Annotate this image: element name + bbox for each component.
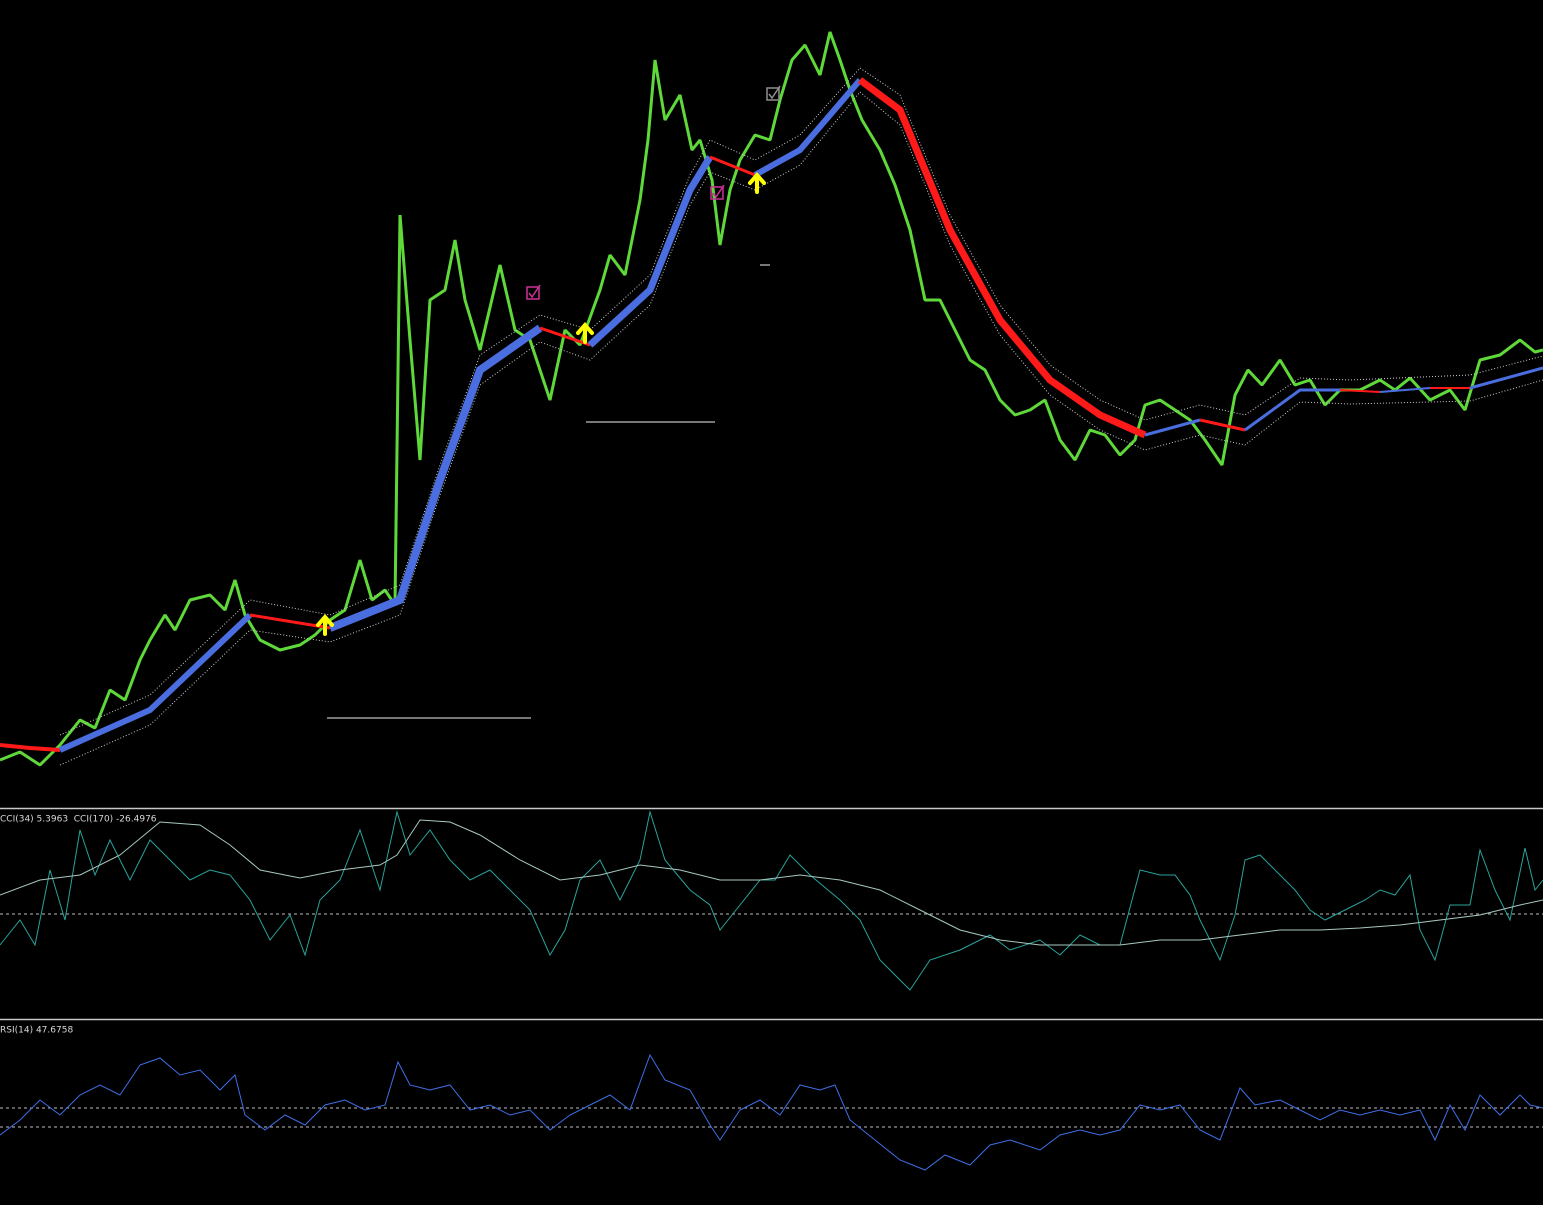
ma-down — [857, 77, 1147, 439]
price-bars — [0, 31, 1543, 767]
ma-up — [1244, 388, 1340, 432]
ma-down — [709, 155, 756, 177]
ma-down — [0, 743, 61, 752]
indicator-label: CCI(34) 5.3963 CCI(170) -26.4976 — [0, 815, 157, 825]
ma-up — [753, 78, 863, 178]
ma-up — [587, 155, 713, 348]
check-icon — [766, 85, 781, 101]
rsi-line — [0, 1053, 1543, 1171]
ma-up — [1144, 418, 1201, 437]
ma-up — [1469, 366, 1543, 390]
rsi-pane: RSI(14) 47.6758 — [0, 1026, 1543, 1171]
check-icon — [526, 284, 541, 300]
buy-arrows — [316, 171, 766, 636]
check-icons — [526, 85, 781, 300]
ma-up — [1379, 387, 1431, 393]
buy-arrow — [576, 321, 594, 344]
cci-pane: CCI(34) 5.3963 CCI(170) -26.4976 — [0, 810, 1543, 991]
cci-slow — [0, 819, 1543, 946]
ma-down — [1199, 418, 1246, 432]
cci-fast — [0, 810, 1543, 991]
buy-arrow — [316, 613, 334, 636]
ma-up — [328, 324, 543, 632]
ma-down — [1339, 389, 1381, 393]
indicator-label: RSI(14) 47.6758 — [0, 1026, 73, 1036]
level-lines — [327, 264, 770, 719]
ma-down — [539, 326, 591, 347]
ma-up — [58, 612, 253, 753]
price-pane — [0, 31, 1543, 767]
check-icon — [710, 184, 725, 200]
buy-arrow — [748, 171, 766, 194]
